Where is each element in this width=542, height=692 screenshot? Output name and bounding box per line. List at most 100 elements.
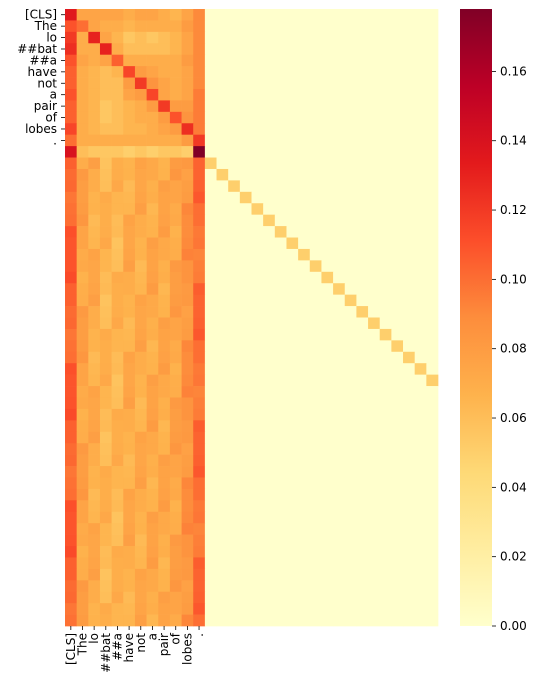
- heatmap-cell: [169, 351, 182, 364]
- heatmap-cell: [204, 454, 217, 467]
- heatmap-cell: [414, 386, 427, 398]
- heatmap-cell: [111, 260, 124, 273]
- heatmap-cell: [379, 43, 392, 56]
- heatmap-cell: [368, 557, 381, 570]
- heatmap-cell: [146, 340, 159, 353]
- heatmap-cell: [286, 397, 299, 410]
- heatmap-cell: [123, 66, 136, 78]
- heatmap-cell: [216, 374, 229, 387]
- heatmap-cell: [344, 568, 357, 581]
- heatmap-cell: [146, 260, 159, 273]
- heatmap-cell: [158, 77, 171, 90]
- heatmap-cell: [228, 328, 241, 341]
- heatmap-cell: [403, 363, 416, 375]
- heatmap-cell: [414, 351, 427, 364]
- heatmap-cell: [356, 157, 369, 170]
- heatmap-cell: [274, 534, 287, 547]
- heatmap-cell: [134, 31, 147, 44]
- heatmap-cell: [228, 340, 241, 353]
- heatmap-cell: [239, 488, 252, 501]
- x-tick-label: not: [134, 633, 148, 653]
- heatmap-cell: [146, 488, 159, 501]
- heatmap-cell: [321, 420, 334, 433]
- heatmap-cell: [403, 260, 416, 273]
- heatmap-cell: [263, 500, 276, 513]
- heatmap-cell: [88, 580, 101, 593]
- heatmap-cell: [123, 351, 136, 364]
- heatmap-cell: [169, 580, 182, 593]
- heatmap-cell: [274, 226, 287, 238]
- heatmap-cell: [123, 477, 136, 490]
- heatmap-cell: [333, 511, 346, 524]
- heatmap-cell: [426, 54, 439, 67]
- heatmap-cell: [181, 43, 194, 56]
- heatmap-cell: [298, 214, 311, 227]
- heatmap-cell: [391, 546, 404, 558]
- heatmap-cell: [368, 191, 381, 204]
- heatmap-cell: [379, 66, 392, 78]
- heatmap-cell: [134, 9, 147, 21]
- heatmap-cell: [391, 54, 404, 67]
- heatmap-cell: [309, 134, 322, 147]
- heatmap-cell: [239, 260, 252, 273]
- heatmap-cell: [391, 123, 404, 136]
- heatmap-cell: [65, 443, 78, 455]
- heatmap-cell: [111, 77, 124, 90]
- heatmap-cell: [181, 443, 194, 455]
- heatmap-cell: [181, 454, 194, 467]
- heatmap-cell: [309, 100, 322, 113]
- y-tick-label: The: [34, 19, 57, 33]
- heatmap-cell: [111, 431, 124, 444]
- heatmap-cell: [426, 557, 439, 570]
- heatmap-cell: [204, 500, 217, 513]
- heatmap-cell: [391, 77, 404, 90]
- heatmap-cell: [88, 443, 101, 455]
- heatmap-cell: [286, 20, 299, 33]
- heatmap-cell: [251, 397, 264, 410]
- heatmap-cell: [239, 283, 252, 295]
- heatmap-cell: [274, 180, 287, 193]
- heatmap-cell: [391, 397, 404, 410]
- heatmap-cell: [88, 408, 101, 421]
- heatmap-cell: [76, 237, 89, 250]
- heatmap-cell: [65, 283, 78, 295]
- heatmap-cell: [414, 317, 427, 330]
- heatmap-cell: [368, 580, 381, 593]
- heatmap-cell: [414, 66, 427, 78]
- y-tick-label: a: [50, 88, 57, 102]
- heatmap-cell: [286, 614, 299, 627]
- heatmap-cell: [251, 317, 264, 330]
- heatmap-cell: [414, 168, 427, 181]
- heatmap-cell: [286, 386, 299, 398]
- heatmap-cell: [368, 306, 381, 318]
- heatmap-cell: [216, 340, 229, 353]
- heatmap-cell: [158, 500, 171, 513]
- heatmap-cell: [123, 443, 136, 455]
- heatmap-cell: [321, 191, 334, 204]
- heatmap-cell: [228, 31, 241, 44]
- heatmap-cell: [414, 408, 427, 421]
- heatmap-cell: [414, 580, 427, 593]
- heatmap-cell: [368, 77, 381, 90]
- heatmap-cell: [76, 157, 89, 170]
- heatmap-cell: [403, 420, 416, 433]
- heatmap-cell: [169, 123, 182, 136]
- heatmap-cell: [251, 111, 264, 124]
- heatmap-cell: [134, 351, 147, 364]
- heatmap-cell: [356, 123, 369, 136]
- heatmap-cell: [204, 534, 217, 547]
- heatmap-cell: [391, 386, 404, 398]
- heatmap-cell: [228, 100, 241, 113]
- heatmap-cell: [111, 306, 124, 318]
- heatmap-cell: [99, 523, 112, 535]
- heatmap-cell: [169, 191, 182, 204]
- heatmap-cell: [251, 157, 264, 170]
- heatmap-cell: [391, 66, 404, 78]
- heatmap-cell: [274, 351, 287, 364]
- heatmap-cell: [379, 88, 392, 101]
- heatmap-cell: [239, 603, 252, 615]
- heatmap-cell: [158, 88, 171, 101]
- heatmap-cell: [426, 454, 439, 467]
- heatmap-cell: [181, 88, 194, 101]
